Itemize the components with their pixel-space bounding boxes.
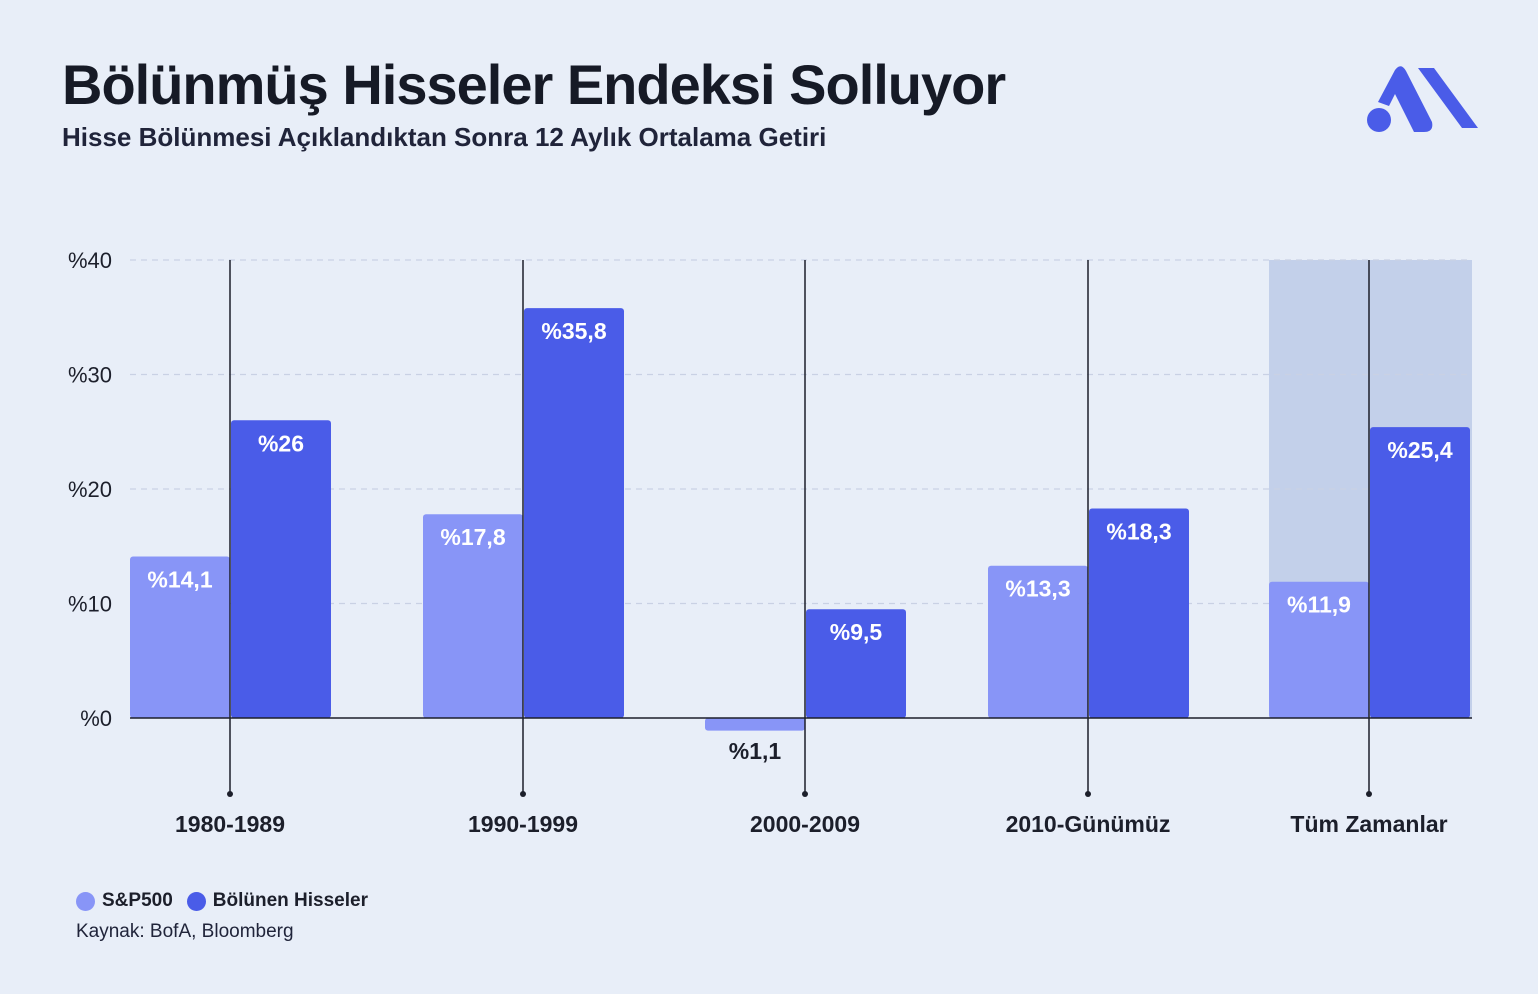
bar-s-p500-1990-1999	[423, 514, 523, 718]
legend-label-sp500: S&P500	[102, 890, 173, 911]
y-tick-label: %10	[68, 592, 112, 617]
legend-item-sp500: S&P500	[76, 890, 173, 912]
category-divider-dot	[227, 791, 233, 797]
bar-b-l-nen-hisseler-t-m-zamanlar	[1370, 427, 1470, 718]
category-divider-dot	[520, 791, 526, 797]
y-tick-label: %40	[68, 248, 112, 273]
y-tick-label: %20	[68, 477, 112, 502]
category-divider-dot	[1366, 791, 1372, 797]
chart-title: Bölünmüş Hisseler Endeksi Solluyor	[62, 53, 1006, 116]
legend-swatch-sp500	[76, 891, 95, 911]
legend-label-split-stocks: Bölünen Hisseler	[212, 890, 368, 911]
category-divider-dot	[802, 791, 808, 797]
data-label-b-l-nen-hisseler-1990-1999: %35,8	[541, 318, 606, 344]
x-tick-label: 2000-2009	[750, 811, 860, 837]
bar-s-p500-2010-g-n-m-z	[988, 565, 1088, 718]
legend-item-split-stocks: Bölünen Hisseler	[186, 890, 368, 912]
bar-s-p500-1980-1989	[130, 556, 230, 718]
data-label-s-p500-1990-1999: %17,8	[440, 524, 505, 550]
x-tick-label: Tüm Zamanlar	[1290, 811, 1447, 837]
bar-s-p500-t-m-zamanlar	[1269, 581, 1369, 718]
data-label-b-l-nen-hisseler-t-m-zamanlar: %25,4	[1387, 437, 1452, 463]
chart-subtitle: Hisse Bölünmesi Açıklandıktan Sonra 12 A…	[62, 122, 827, 152]
x-tick-label: 1980-1989	[175, 811, 285, 837]
data-label-s-p500-t-m-zamanlar: %11,9	[1287, 592, 1351, 618]
x-tick-label: 1990-1999	[468, 811, 578, 837]
data-label-s-p500-1980-1989: %14,1	[147, 567, 212, 593]
bar-chart: %0 %10 %20 %30 %40 %14,1 %26 %17,8 %35,8 %1,1 %9,5…	[68, 248, 1472, 837]
data-label-b-l-nen-hisseler-1980-1989: %26	[258, 430, 304, 456]
x-tick-label: 2010-Günümüz	[1006, 811, 1171, 837]
y-tick-label: %30	[68, 363, 112, 388]
data-label-s-p500-2010-g-n-m-z: %13,3	[1005, 576, 1070, 602]
bar-b-l-nen-hisseler-2000-2009	[806, 609, 906, 718]
category-divider-dot	[1085, 791, 1091, 797]
y-tick-label: %0	[80, 706, 112, 731]
brand-logo-icon	[1367, 66, 1478, 132]
bar-b-l-nen-hisseler-1980-1989	[231, 420, 331, 718]
data-label-s-p500-2000-2009: %1,1	[729, 738, 782, 764]
data-label-b-l-nen-hisseler-2010-g-n-m-z: %18,3	[1106, 518, 1171, 544]
source-note: Kaynak: BofA, Bloomberg	[76, 921, 294, 942]
legend: S&P500 Bölünen Hisseler	[76, 890, 368, 912]
data-label-b-l-nen-hisseler-2000-2009: %9,5	[830, 619, 883, 645]
bar-b-l-nen-hisseler-2010-g-n-m-z	[1089, 508, 1189, 718]
bar-b-l-nen-hisseler-1990-1999	[524, 308, 624, 718]
legend-swatch-split-stocks	[186, 891, 206, 911]
bar-s-p500-2000-2009	[705, 718, 805, 731]
